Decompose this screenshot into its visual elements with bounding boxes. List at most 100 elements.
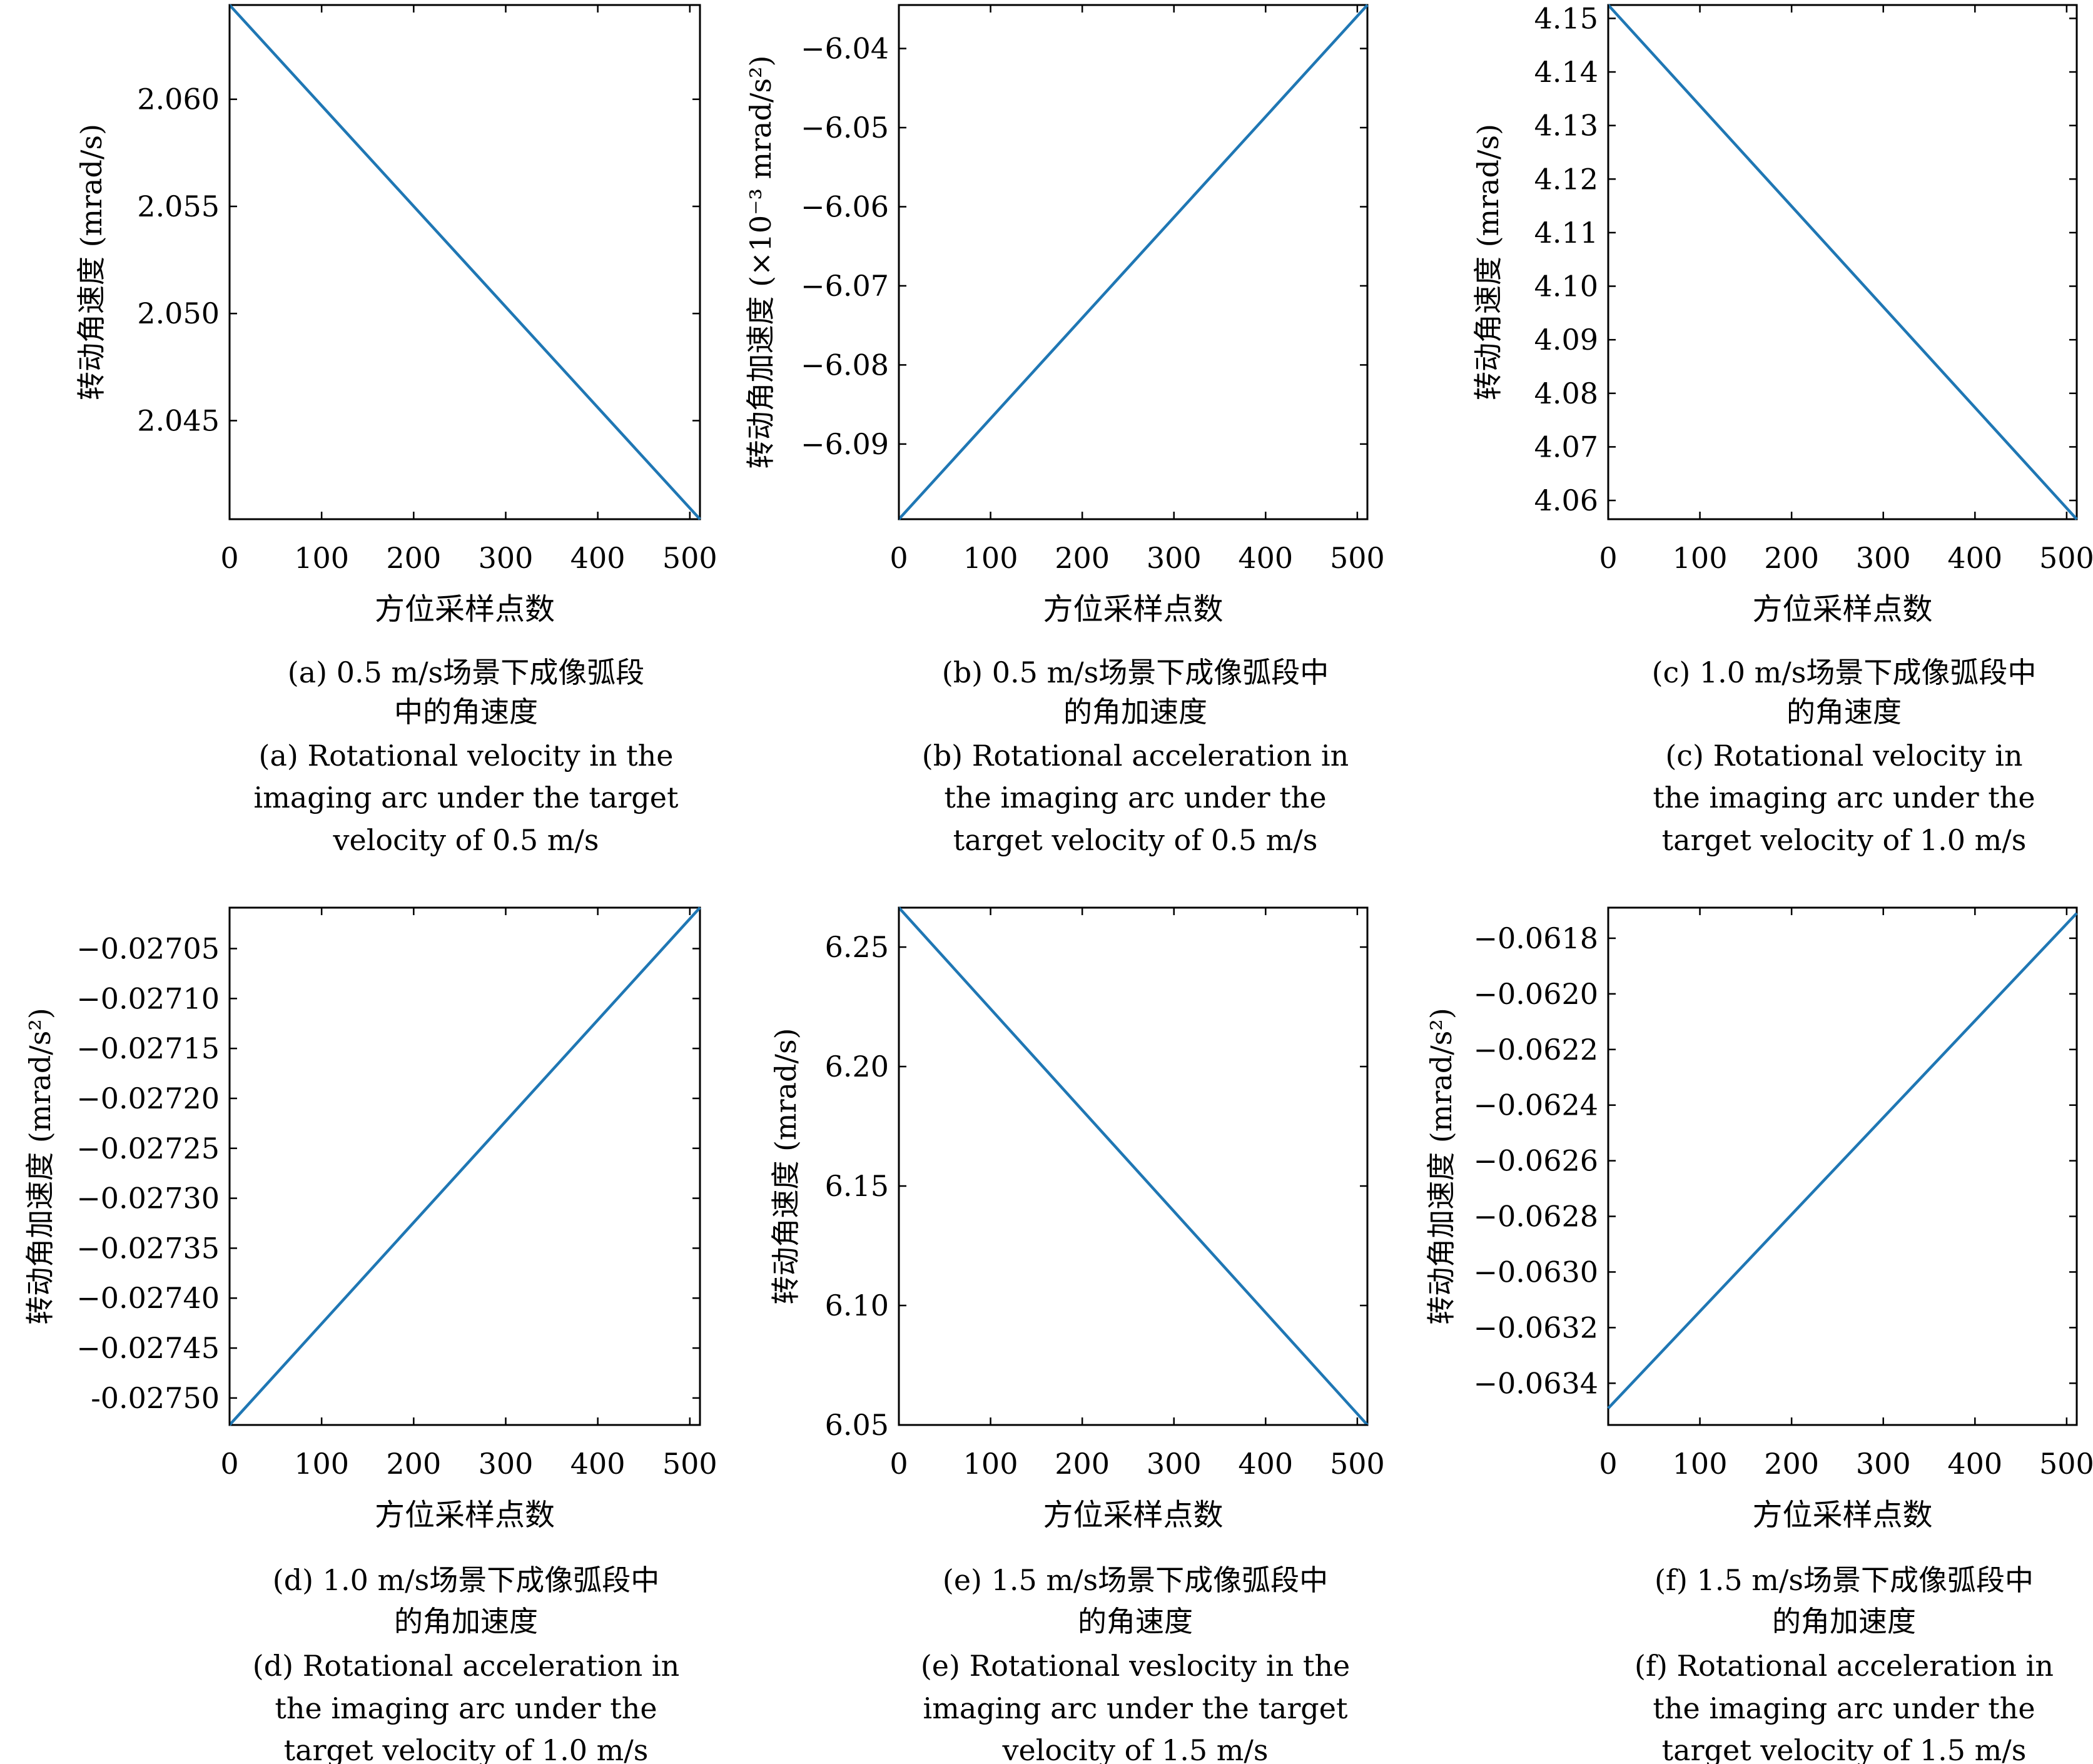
caption-en-line: the imaging arc under the [944,781,1326,814]
x-tick-label: 400 [1238,1447,1293,1481]
caption-cn-line: (d) 1.0 m/s场景下成像弧段中 [273,1563,659,1597]
y-tick-label: −6.09 [801,427,889,461]
series-line [1607,912,2078,1409]
y-tick-label: 6.25 [825,930,889,964]
x-tick-label: 300 [1147,1447,1202,1481]
caption-cn-line: 的角速度 [1786,695,1902,729]
y-tick-label: −0.0622 [1474,1033,1599,1067]
y-tick-label: 6.15 [825,1169,889,1203]
y-axis-label: 转动角速度 (mrad/s) [769,1028,803,1304]
y-tick-label: −6.08 [801,348,889,382]
x-tick-label: 400 [570,1447,626,1481]
x-tick-label: 0 [1599,541,1617,575]
x-axis-label: 方位采样点数 [1752,1498,1932,1533]
y-tick-label: 2.045 [137,403,220,437]
y-tick-label: 4.13 [1534,109,1598,143]
y-tick-label: −6.06 [801,190,889,223]
y-tick-label: −6.07 [801,269,889,303]
x-tick-label: 400 [1238,541,1293,575]
x-tick-label: 0 [220,541,238,575]
y-tick-label: −0.0634 [1474,1366,1599,1400]
caption-cn-line: (e) 1.5 m/s场景下成像弧段中 [943,1563,1328,1597]
caption-en-line: target velocity of 0.5 m/s [953,823,1318,857]
y-tick-label: −0.02730 [76,1182,220,1215]
y-tick-label: −0.0624 [1474,1088,1599,1122]
y-tick-label: −0.02720 [76,1082,220,1115]
x-tick-label: 200 [1055,541,1110,575]
x-tick-label: 400 [570,541,626,575]
y-tick-label: 4.12 [1534,162,1598,196]
y-axis-label: 转动角加速度 (×10⁻³ mrad/s²) [744,56,778,469]
y-tick-label: 4.11 [1534,216,1598,250]
x-axis-label: 方位采样点数 [1043,1498,1223,1533]
caption-en-line: (b) Rotational acceleration in [922,739,1349,773]
y-tick-label: 2.060 [137,83,220,116]
y-tick-label: 4.08 [1534,377,1598,410]
caption-cn-line: (a) 0.5 m/s场景下成像弧段 [288,656,644,689]
caption-en-line: velocity of 1.5 m/s [1001,1733,1268,1764]
chart-panel-f: 0 100 200 300 400 500 −0.0634 −0.0632 −0.0630 −0.… [1424,906,2093,1764]
y-axis-label: 转动角速度 (mrad/s) [1471,124,1505,400]
x-tick-label: 300 [1856,1447,1911,1481]
y-axis-label: 转动角速度 (mrad/s) [74,124,108,400]
y-tick-label: −6.05 [801,111,889,144]
x-tick-label: 200 [1764,541,1819,575]
y-tick-label: −0.0618 [1474,921,1599,955]
y-tick-label: 4.06 [1534,484,1598,517]
x-tick-label: 200 [386,1447,441,1481]
x-tick-label: 100 [294,541,349,575]
x-tick-label: 500 [662,1447,717,1481]
y-tick-label: −0.0632 [1474,1310,1599,1344]
x-tick-label: 400 [1947,1447,2002,1481]
y-tick-label: −0.02715 [76,1032,220,1065]
y-tick-label: −0.02725 [76,1132,220,1165]
chart-panel-e: 0 100 200 300 400 500 6.05 6.10 6.15 6.20 6.25 方位采样… [769,906,1385,1764]
axes-frame [228,906,701,1426]
caption-en-line: (f) Rotational acceleration in [1634,1649,2054,1683]
x-tick-label: 100 [1673,1447,1728,1481]
x-tick-label: 200 [386,541,441,575]
y-tick-label: −0.0630 [1474,1255,1599,1289]
y-tick-label: 2.055 [137,190,220,223]
x-tick-label: 300 [1147,541,1202,575]
x-tick-label: 300 [479,1447,534,1481]
x-tick-label: 100 [963,541,1018,575]
axes-frame [228,4,701,520]
caption-cn-line: 中的角速度 [394,695,538,729]
x-tick-label: 100 [294,1447,349,1481]
caption-en-line: imaging arc under the target [254,781,679,814]
y-tick-label: 2.050 [137,297,220,330]
x-axis-label: 方位采样点数 [1043,592,1223,627]
series-line [228,4,701,520]
caption-en-line: target velocity of 1.5 m/s [1662,1733,2027,1764]
y-tick-label: −0.02705 [76,931,220,965]
caption-en-line: (d) Rotational acceleration in [253,1649,679,1683]
x-tick-label: 100 [1673,541,1728,575]
x-tick-label: 0 [220,1447,238,1481]
y-axis-label: 转动角加速度 (mrad/s²) [1424,1008,1458,1325]
y-tick-label: 6.20 [825,1050,889,1083]
caption-en-line: velocity of 0.5 m/s [332,823,599,857]
x-tick-label: 500 [662,541,717,575]
y-tick-label: 6.05 [825,1408,889,1442]
caption-cn-line: (f) 1.5 m/s场景下成像弧段中 [1655,1563,2034,1597]
caption-cn-line: (c) 1.0 m/s场景下成像弧段中 [1652,656,2037,689]
caption-en-line: (c) Rotational velocity in [1665,739,2022,773]
series-line [898,4,1369,520]
x-axis-label: 方位采样点数 [375,1498,555,1533]
axes-frame [898,906,1369,1426]
x-tick-label: 0 [889,541,908,575]
x-tick-label: 0 [889,1447,908,1481]
caption-en-line: the imaging arc under the [1653,1691,2035,1725]
x-axis-label: 方位采样点数 [375,592,555,627]
x-tick-label: 400 [1947,541,2002,575]
x-tick-label: 500 [1330,541,1385,575]
y-tick-label: −0.02740 [76,1281,220,1315]
x-tick-label: 300 [479,541,534,575]
chart-panel-d: 0 100 200 300 400 500 -0.02750 −0.02745 −0.02740… [23,906,717,1764]
axes-frame [898,4,1369,520]
caption-en-line: the imaging arc under the [275,1691,657,1725]
x-tick-label: 300 [1856,541,1911,575]
y-tick-label: −0.02745 [76,1331,220,1365]
